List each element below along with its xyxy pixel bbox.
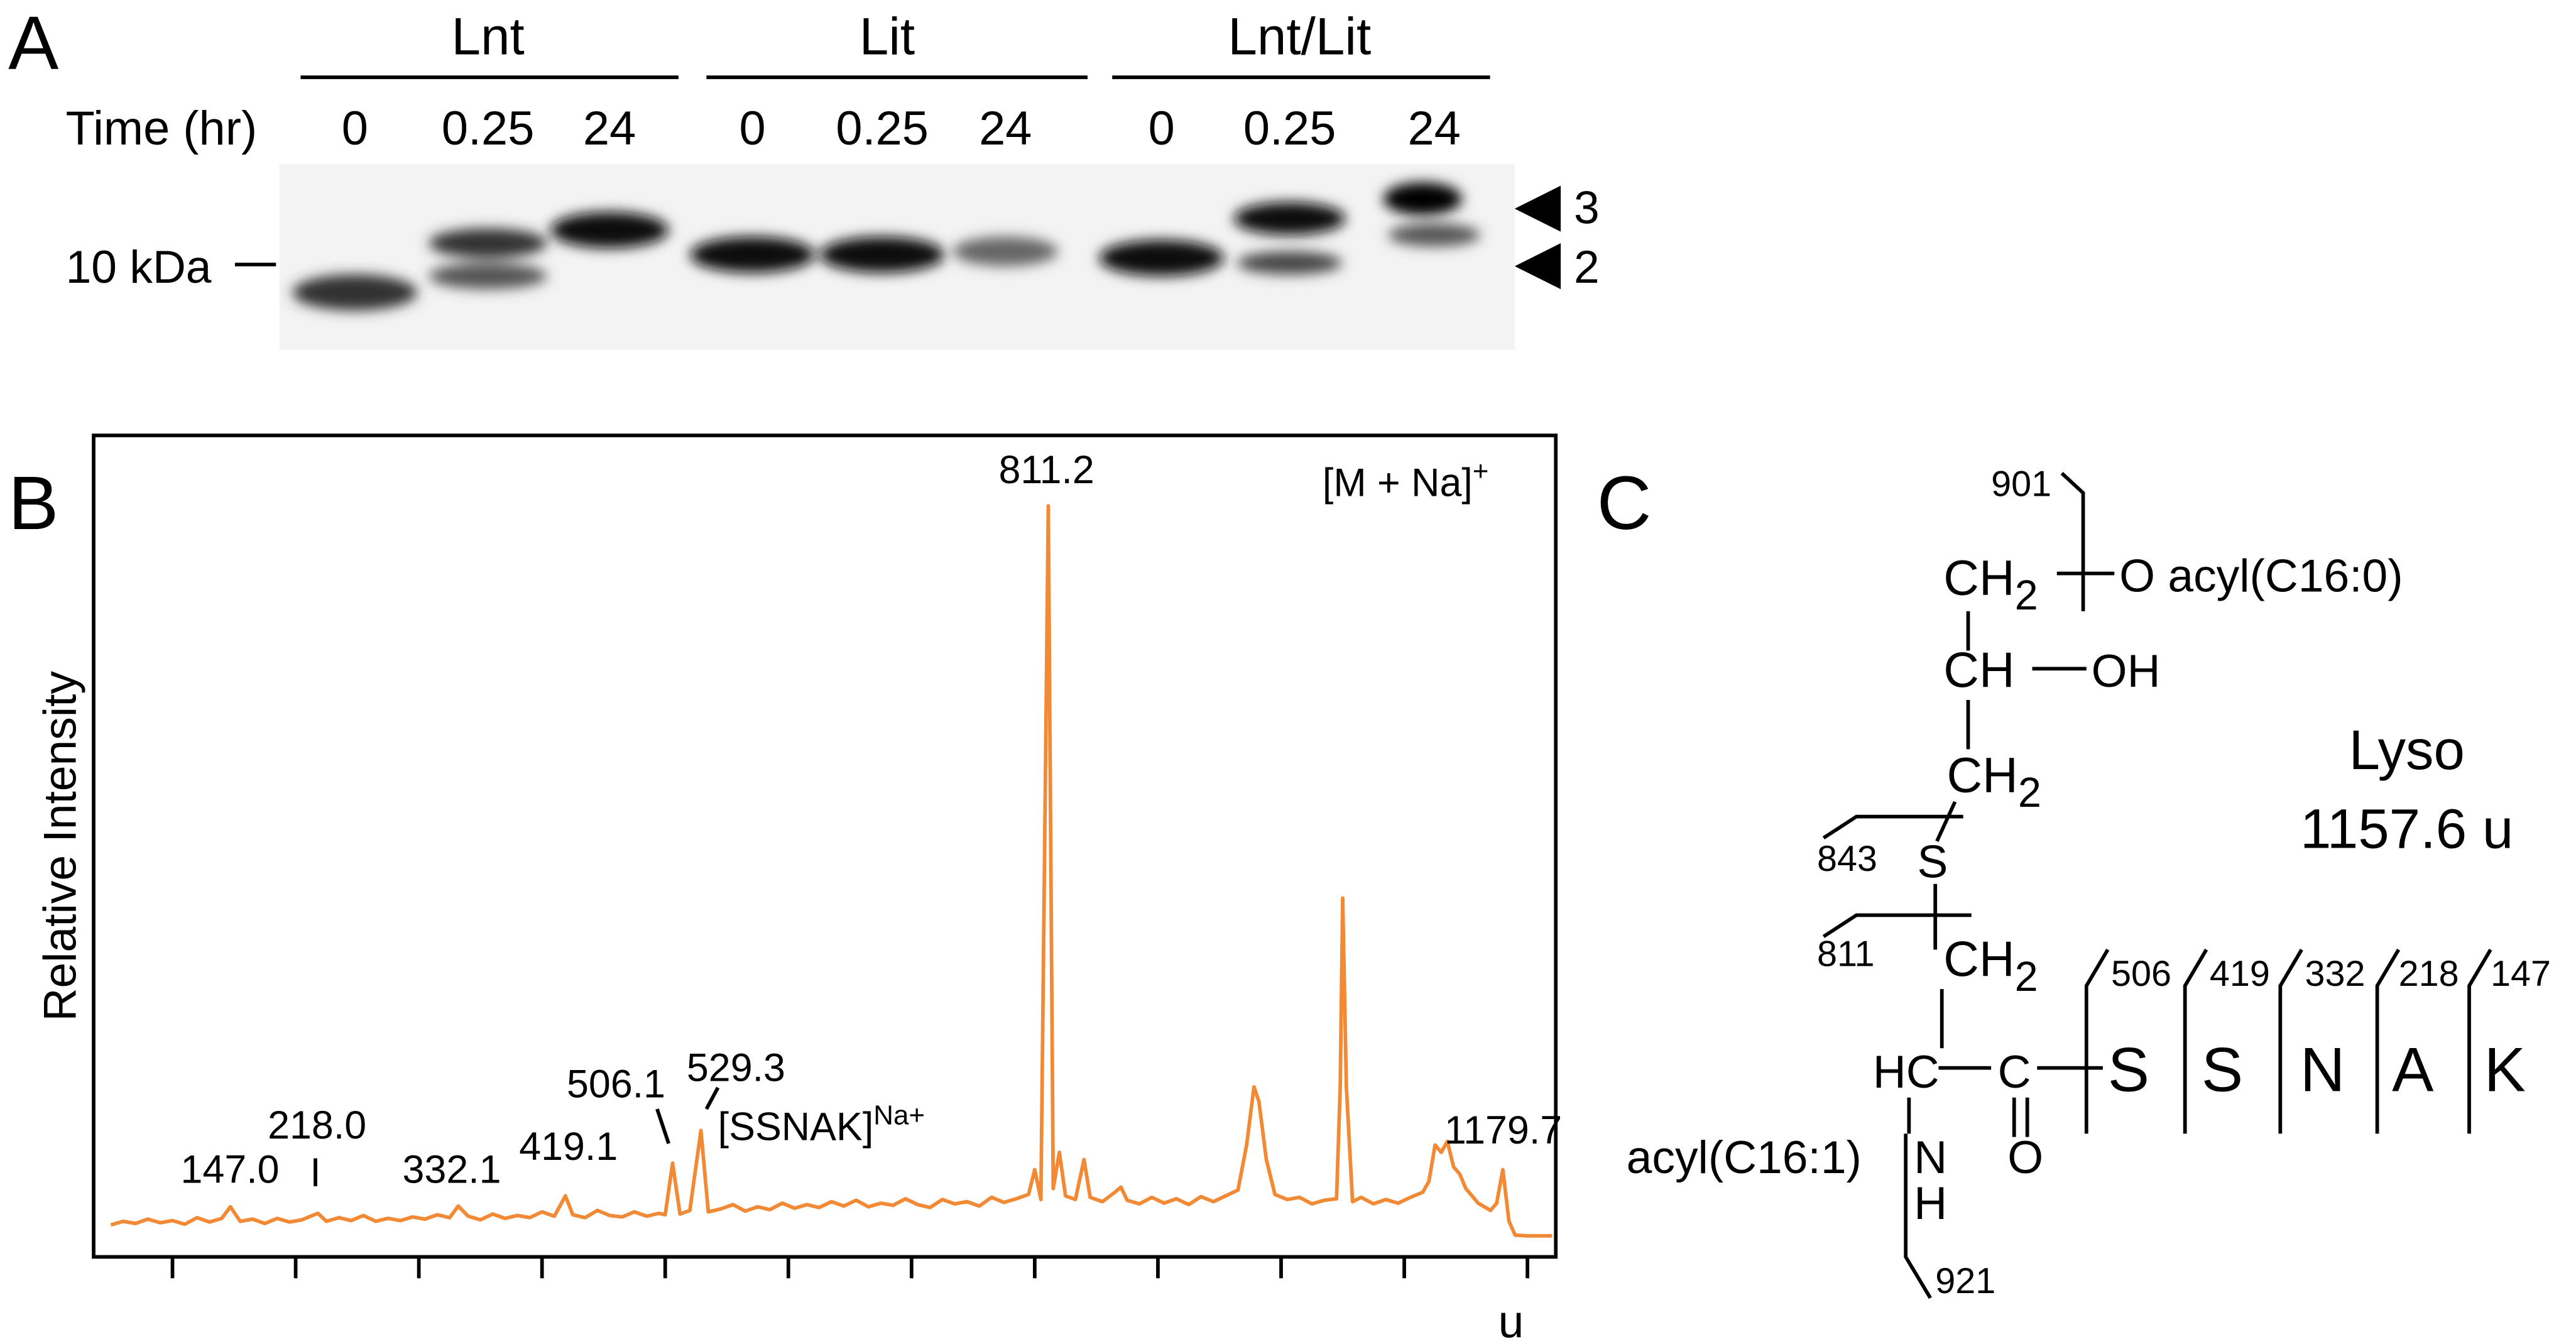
structure-label: 921	[1935, 1261, 1995, 1301]
time-value: 0.25	[1243, 102, 1336, 155]
structure-label: 218	[2399, 954, 2459, 994]
spectrum-line	[110, 504, 1553, 1238]
structure-label: N	[1914, 1132, 1947, 1183]
structure-label: S	[2202, 1035, 2243, 1105]
structure-label: A	[2392, 1035, 2434, 1105]
peak-label: 1179.7	[1444, 1108, 1562, 1152]
structure-label-main: CH	[1943, 550, 2014, 606]
structure-label-sub: 2	[2015, 954, 2038, 1000]
time-label: Time (hr)	[66, 102, 258, 155]
structure-label: H	[1914, 1177, 1947, 1229]
peak-label-main: [SSNAK]	[718, 1105, 874, 1149]
band-label: 3	[1574, 182, 1600, 234]
compound-name: Lyso	[2349, 719, 2464, 781]
structure-label: C	[1998, 1046, 2031, 1098]
x-tick-label: u	[1498, 1296, 1524, 1344]
time-value: 24	[1408, 102, 1461, 155]
gel-bands	[292, 182, 1480, 311]
structure-label: O acyl(C16:0)	[2119, 550, 2403, 601]
time-value: 0	[739, 102, 765, 155]
peak-label-sup: Na+	[873, 1100, 925, 1131]
structure-label: 901	[1991, 464, 2051, 505]
structure-label: 419	[2210, 954, 2270, 994]
peak-label: 147.0	[181, 1148, 280, 1192]
time-value: 0	[1149, 102, 1175, 155]
structure-label: O	[2007, 1132, 2043, 1183]
structure-label: HC	[1873, 1046, 1940, 1098]
plot-frame	[92, 434, 1558, 1259]
structure-label: 506	[2111, 954, 2171, 994]
panel-label: C	[1597, 461, 1652, 545]
structure-label-main: CH	[1943, 931, 2014, 986]
panel-label: A	[8, 1, 58, 85]
peak-label: [SSNAK]Na+	[718, 1100, 925, 1149]
time-value: 0.25	[442, 102, 535, 155]
leader-line	[655, 1108, 670, 1144]
peak-label: 811.2	[998, 448, 1094, 492]
peak-label: [M + Na]+	[1323, 456, 1489, 505]
time-value: 24	[583, 102, 636, 155]
structure-label: CH2	[1947, 747, 2041, 816]
group-label: Lit	[860, 6, 915, 65]
structure-label: acyl(C16:1)	[1627, 1132, 1862, 1183]
structure-label-sub: 2	[2015, 572, 2038, 619]
compound-mass: 1157.6 u	[2300, 797, 2513, 860]
peak-label-sup: +	[1473, 456, 1489, 487]
leader-line	[704, 1086, 720, 1110]
structure-label-sub: 2	[2018, 770, 2041, 816]
structure-label: S	[2108, 1035, 2149, 1105]
structure-label: N	[2300, 1035, 2345, 1105]
peak-label: 419.1	[519, 1125, 618, 1169]
arrowhead	[1514, 185, 1561, 232]
band-label: 2	[1574, 241, 1600, 293]
structure-label: OH	[2092, 645, 2161, 697]
peak-label: 218.0	[268, 1103, 366, 1147]
time-value: 0.25	[836, 102, 929, 155]
group-label: Lnt/Lit	[1228, 6, 1371, 65]
time-value: 0	[342, 102, 368, 155]
marker-label: 10 kDa	[66, 241, 212, 293]
structure-label: 147	[2491, 954, 2551, 994]
structure-label: K	[2484, 1035, 2526, 1105]
peak-label-main: [M + Na]	[1323, 461, 1473, 505]
peak-label: 529.3	[687, 1046, 785, 1090]
group-label: Lnt	[451, 6, 524, 65]
peak-label: 506.1	[567, 1063, 665, 1106]
arrowhead	[1514, 243, 1561, 290]
structure-label: CH2	[1943, 931, 2038, 1000]
structure-label-main: CH	[1947, 747, 2018, 802]
panel-label: B	[8, 461, 58, 545]
panel-a: A Lnt Lit Lnt/Lit Time (hr) 0 0.25 24 0 0.25 24 0 0.…	[8, 1, 1600, 350]
structure-label: 332	[2305, 954, 2366, 994]
structure-label: 811	[1817, 934, 1875, 975]
structure-label: S	[1917, 836, 1948, 887]
structure-label: CH2	[1943, 550, 2038, 620]
peak-label: 332.1	[403, 1148, 501, 1192]
time-value: 24	[979, 102, 1032, 155]
structure-label: 843	[1817, 839, 1877, 879]
y-axis-label: Relative Intensity	[34, 671, 85, 1022]
structure-label: CH	[1943, 642, 2014, 697]
